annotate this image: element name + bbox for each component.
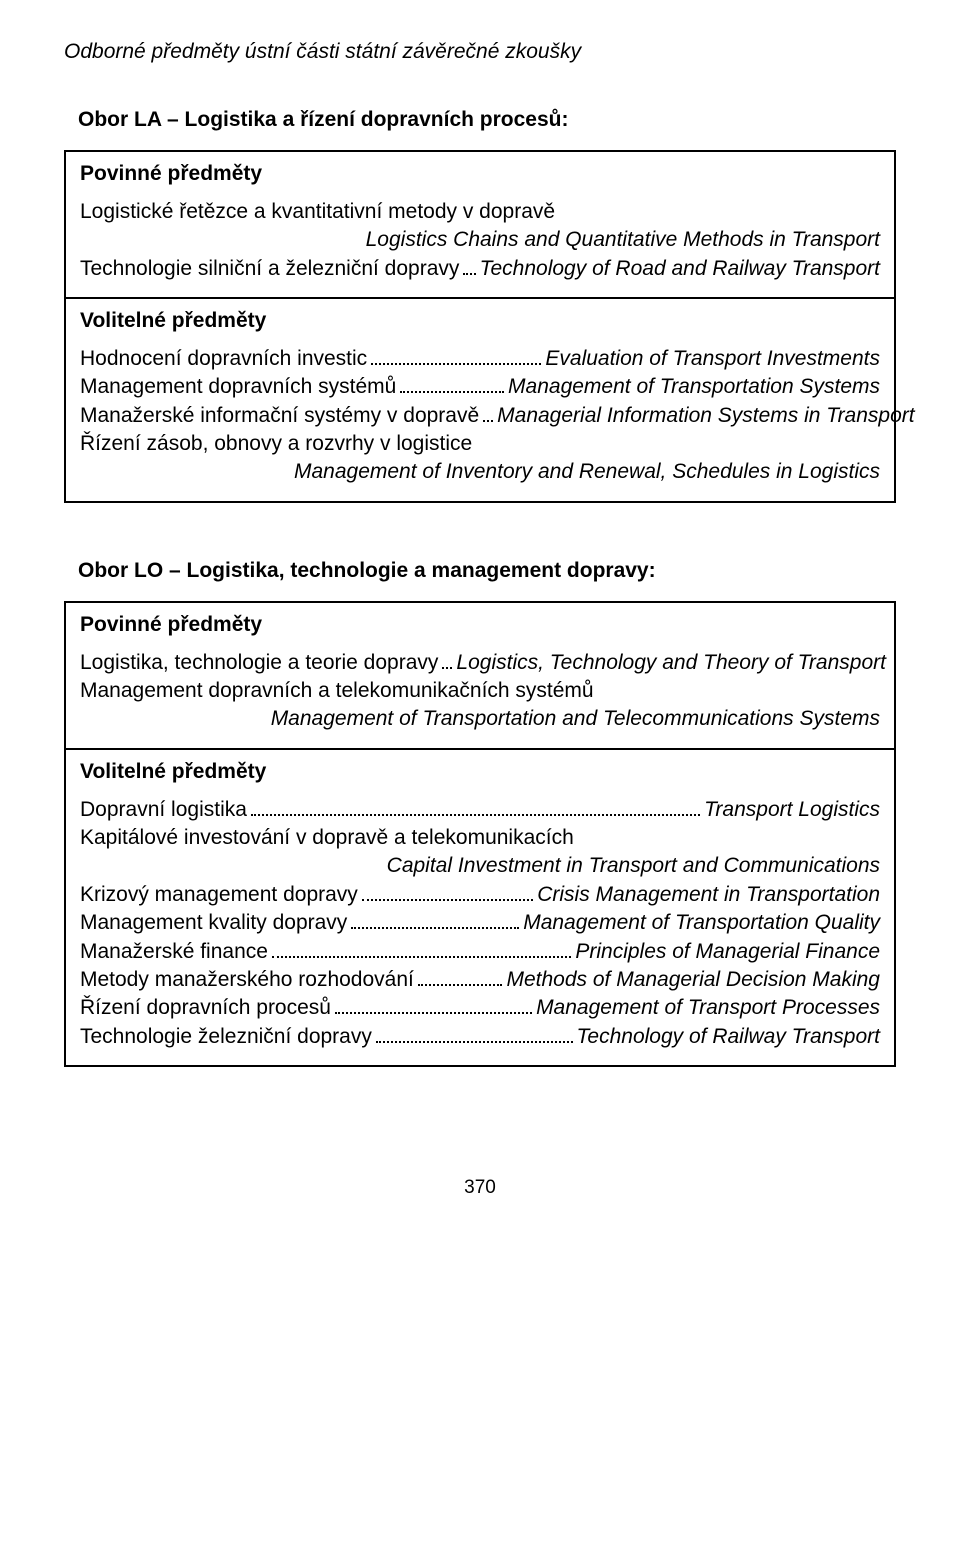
entry-en: Technology of Road and Railway Transport <box>480 255 880 283</box>
entry-cz: Technologie železniční dopravy <box>80 1023 372 1051</box>
entry-cz: Hodnocení dopravních investic <box>80 345 367 373</box>
list-item: Management dopravních a telekomunikačníc… <box>80 677 880 705</box>
dots <box>272 956 571 958</box>
list-item: Dopravní logistika Transport Logistics <box>80 796 880 824</box>
entry-cz: Manažerské finance <box>80 938 268 966</box>
list-item: Management of Transportation and Telecom… <box>80 705 880 733</box>
dots <box>400 391 504 393</box>
dots <box>463 273 475 275</box>
entry-cz: Řízení dopravních procesů <box>80 994 331 1022</box>
list-item: Hodnocení dopravních investic Evaluation… <box>80 345 880 373</box>
compulsory-label: Povinné předměty <box>80 162 880 186</box>
entry-cz: Dopravní logistika <box>80 796 247 824</box>
list-item: Manažerské informační systémy v dopravě … <box>80 402 880 430</box>
entry-en: Transport Logistics <box>704 796 880 824</box>
entry-cz: Krizový management dopravy <box>80 881 358 909</box>
entry-cz: Management kvality dopravy <box>80 909 347 937</box>
dots <box>362 899 533 901</box>
entry-en: Methods of Managerial Decision Making <box>506 966 880 994</box>
list-item: Management of Inventory and Renewal, Sch… <box>80 458 880 486</box>
dots <box>351 927 519 929</box>
list-item: Technologie železniční dopravy Technolog… <box>80 1023 880 1051</box>
list-item: Řízení zásob, obnovy a rozvrhy v logisti… <box>80 430 880 458</box>
entry-en: Managerial Information Systems in Transp… <box>497 402 914 430</box>
list-item: Řízení dopravních procesů Management of … <box>80 994 880 1022</box>
elective-box: Volitelné předměty Dopravní logistika Tr… <box>64 748 896 1067</box>
elective-label: Volitelné předměty <box>80 760 880 784</box>
elective-label: Volitelné předměty <box>80 309 880 333</box>
list-item: Krizový management dopravy Crisis Manage… <box>80 881 880 909</box>
entry-en: Evaluation of Transport Investments <box>545 345 880 373</box>
dots <box>251 814 700 816</box>
compulsory-label: Povinné předměty <box>80 613 880 637</box>
page-number: 370 <box>64 1177 896 1199</box>
dots <box>371 363 541 365</box>
dots <box>376 1041 573 1043</box>
section-heading: Obor LO – Logistika, technologie a manag… <box>78 559 896 583</box>
list-item: Technologie silniční a železniční doprav… <box>80 255 880 283</box>
entry-en: Management of Transportation Systems <box>508 373 880 401</box>
list-item: Metody manažerského rozhodování Methods … <box>80 966 880 994</box>
entry-en: Crisis Management in Transportation <box>537 881 880 909</box>
entry-cz: Technologie silniční a železniční doprav… <box>80 255 459 283</box>
list-item: Logistické řetězce a kvantitativní metod… <box>80 198 880 226</box>
list-item: Manažerské finance Principles of Manager… <box>80 938 880 966</box>
page-title: Odborné předměty ústní části státní závě… <box>64 40 896 64</box>
entry-en: Principles of Managerial Finance <box>575 938 880 966</box>
entry-cz: Management dopravních systémů <box>80 373 396 401</box>
entry-en: Management of Transportation Quality <box>523 909 880 937</box>
section-lo: Obor LO – Logistika, technologie a manag… <box>64 559 896 1067</box>
dots <box>483 420 493 422</box>
list-item: Kapitálové investování v dopravě a telek… <box>80 824 880 852</box>
entry-en: Management of Transport Processes <box>536 994 880 1022</box>
entry-cz: Logistika, technologie a teorie dopravy <box>80 649 438 677</box>
list-item: Logistics Chains and Quantitative Method… <box>80 226 880 254</box>
entry-en: Technology of Railway Transport <box>577 1023 881 1051</box>
section-heading: Obor LA – Logistika a řízení dopravních … <box>78 108 896 132</box>
compulsory-box: Povinné předměty Logistika, technologie … <box>64 601 896 750</box>
entry-en: Logistics, Technology and Theory of Tran… <box>456 649 886 677</box>
list-item: Management kvality dopravy Management of… <box>80 909 880 937</box>
compulsory-box: Povinné předměty Logistické řetězce a kv… <box>64 150 896 299</box>
section-la: Obor LA – Logistika a řízení dopravních … <box>64 108 896 503</box>
dots <box>335 1012 532 1014</box>
elective-box: Volitelné předměty Hodnocení dopravních … <box>64 297 896 503</box>
dots <box>418 984 503 986</box>
list-item: Capital Investment in Transport and Comm… <box>80 852 880 880</box>
entry-cz: Manažerské informační systémy v dopravě <box>80 402 479 430</box>
list-item: Management dopravních systémů Management… <box>80 373 880 401</box>
list-item: Logistika, technologie a teorie dopravy … <box>80 649 880 677</box>
entry-cz: Metody manažerského rozhodování <box>80 966 414 994</box>
dots <box>442 667 452 669</box>
